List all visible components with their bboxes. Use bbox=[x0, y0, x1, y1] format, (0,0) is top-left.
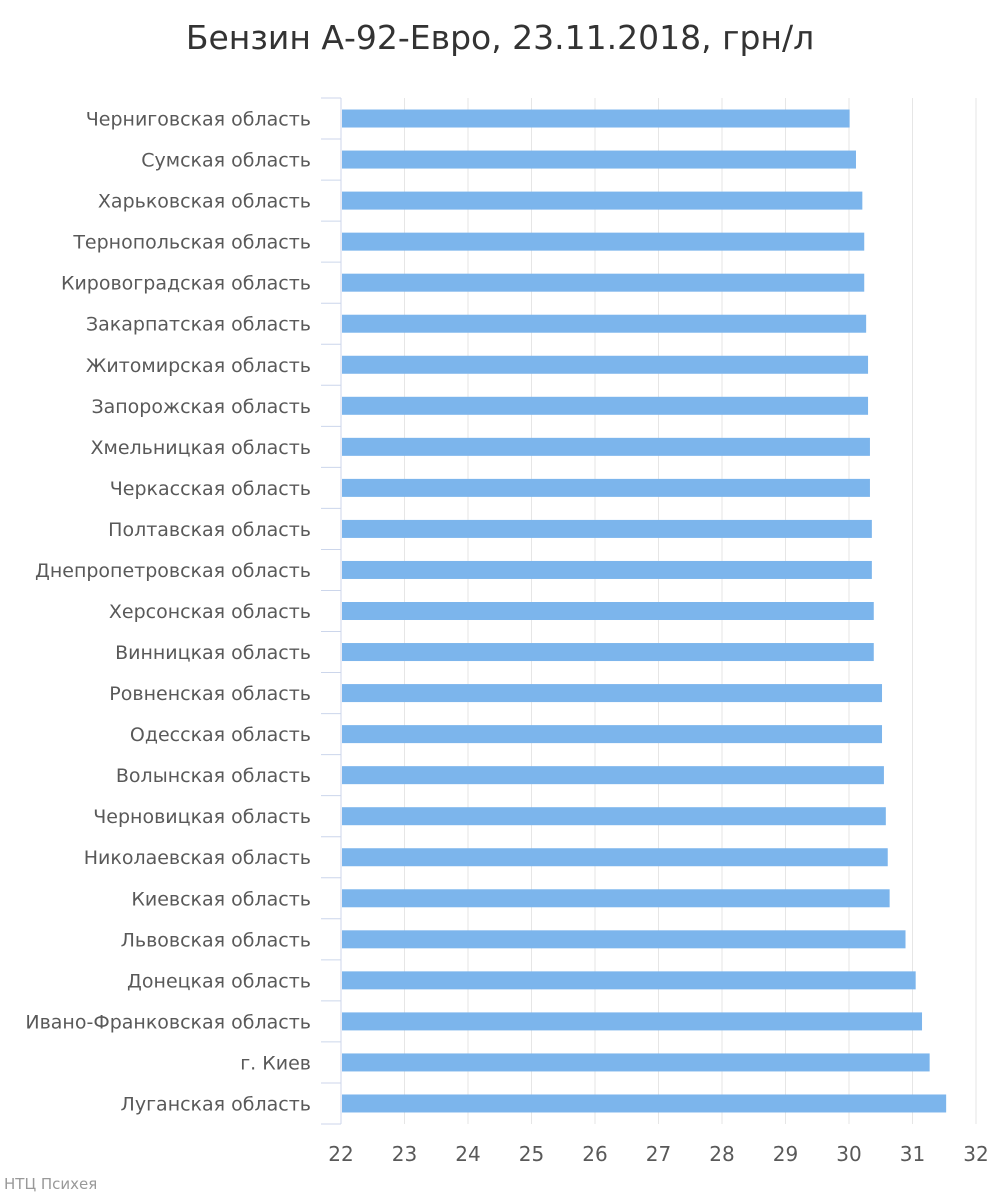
bar bbox=[342, 1053, 930, 1072]
bar bbox=[342, 232, 865, 251]
bar bbox=[342, 437, 870, 456]
category-label: Винницкая область bbox=[115, 642, 311, 664]
bar bbox=[342, 478, 870, 497]
bar bbox=[342, 684, 883, 703]
bar bbox=[342, 150, 856, 169]
category-label: Черниговская область bbox=[86, 109, 311, 131]
x-tick-label: 23 bbox=[392, 1142, 417, 1166]
bars bbox=[342, 109, 947, 1113]
category-label: Киевская область bbox=[131, 888, 311, 910]
bar bbox=[342, 396, 869, 415]
chart-credit: НТЦ Психея bbox=[4, 1175, 97, 1193]
bar bbox=[342, 848, 888, 867]
category-label: Волынская область bbox=[116, 765, 311, 787]
category-label: Харьковская область bbox=[98, 191, 311, 213]
bar bbox=[342, 725, 883, 744]
category-label: Луганская область bbox=[121, 1093, 311, 1115]
bar bbox=[342, 273, 865, 292]
x-tick-label: 22 bbox=[328, 1142, 353, 1166]
category-label: Николаевская область bbox=[84, 847, 311, 869]
category-label: Донецкая область bbox=[127, 970, 311, 992]
bar bbox=[342, 560, 872, 579]
x-tick-label: 30 bbox=[836, 1142, 861, 1166]
category-label: Запорожская область bbox=[91, 396, 311, 418]
bar bbox=[342, 930, 906, 949]
bar bbox=[342, 1012, 923, 1031]
x-tick-label: 31 bbox=[900, 1142, 925, 1166]
category-label: Херсонская область bbox=[109, 601, 311, 623]
category-labels: Черниговская область Сумская область Харьк… bbox=[25, 109, 311, 1116]
category-label: Ивано-Франковская область bbox=[25, 1011, 311, 1033]
bar bbox=[342, 355, 869, 374]
category-label: Днепропетровская область bbox=[35, 560, 311, 582]
bar bbox=[342, 191, 863, 210]
category-label: Полтавская область bbox=[108, 519, 311, 541]
x-tick-label: 29 bbox=[773, 1142, 798, 1166]
category-label: Ровненская область bbox=[109, 683, 311, 705]
tick-labels: 22 23 24 25 26 27 28 29 30 31 32 bbox=[328, 1142, 988, 1166]
bar bbox=[342, 889, 890, 908]
chart-title: Бензин А-92-Евро, 23.11.2018, грн/л bbox=[186, 18, 814, 57]
bar bbox=[342, 766, 884, 785]
category-label: Черновицкая область bbox=[93, 806, 311, 828]
bar bbox=[342, 519, 872, 538]
x-tick-label: 24 bbox=[455, 1142, 480, 1166]
x-tick-label: 32 bbox=[963, 1142, 988, 1166]
category-label: Тернопольская область bbox=[72, 232, 311, 254]
bar bbox=[342, 109, 850, 128]
category-label: Житомирская область bbox=[86, 355, 311, 377]
category-label: Хмельницкая область bbox=[90, 437, 311, 459]
x-tick-label: 27 bbox=[646, 1142, 671, 1166]
category-label: Кировоградская область bbox=[61, 273, 311, 295]
bar bbox=[342, 1094, 947, 1113]
bar bbox=[342, 807, 886, 826]
axes bbox=[321, 97, 342, 1125]
category-label: г. Киев bbox=[240, 1052, 311, 1074]
category-label: Сумская область bbox=[141, 150, 311, 172]
bar bbox=[342, 643, 874, 662]
x-tick-label: 28 bbox=[709, 1142, 734, 1166]
category-label: Одесская область bbox=[130, 724, 311, 746]
bar bbox=[342, 971, 916, 990]
category-label: Черкасская область bbox=[110, 478, 311, 500]
x-tick-label: 25 bbox=[519, 1142, 544, 1166]
category-label: Закарпатская область bbox=[86, 314, 311, 336]
bar bbox=[342, 314, 867, 333]
bar bbox=[342, 602, 874, 620]
x-tick-label: 26 bbox=[582, 1142, 607, 1166]
category-label: Львовская область bbox=[121, 929, 311, 951]
